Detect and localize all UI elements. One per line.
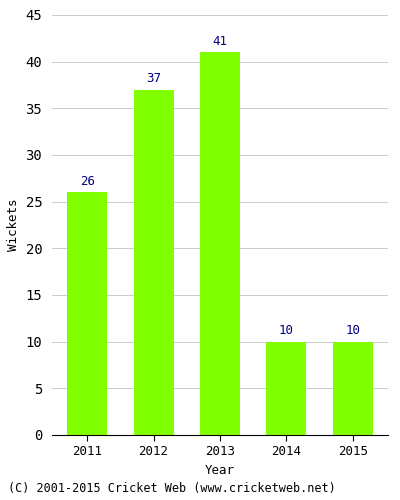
Text: 10: 10 [279,324,294,337]
Text: 37: 37 [146,72,161,85]
Bar [67,192,107,435]
Bar [134,90,174,435]
Bar [200,52,240,435]
Text: 10: 10 [345,324,360,337]
X-axis label: Year: Year [205,464,235,477]
Y-axis label: Wickets: Wickets [7,198,20,251]
Text: 26: 26 [80,174,95,188]
Text: (C) 2001-2015 Cricket Web (www.cricketweb.net): (C) 2001-2015 Cricket Web (www.cricketwe… [8,482,336,495]
Bar [266,342,306,435]
Text: 41: 41 [212,34,228,48]
Bar [333,342,373,435]
